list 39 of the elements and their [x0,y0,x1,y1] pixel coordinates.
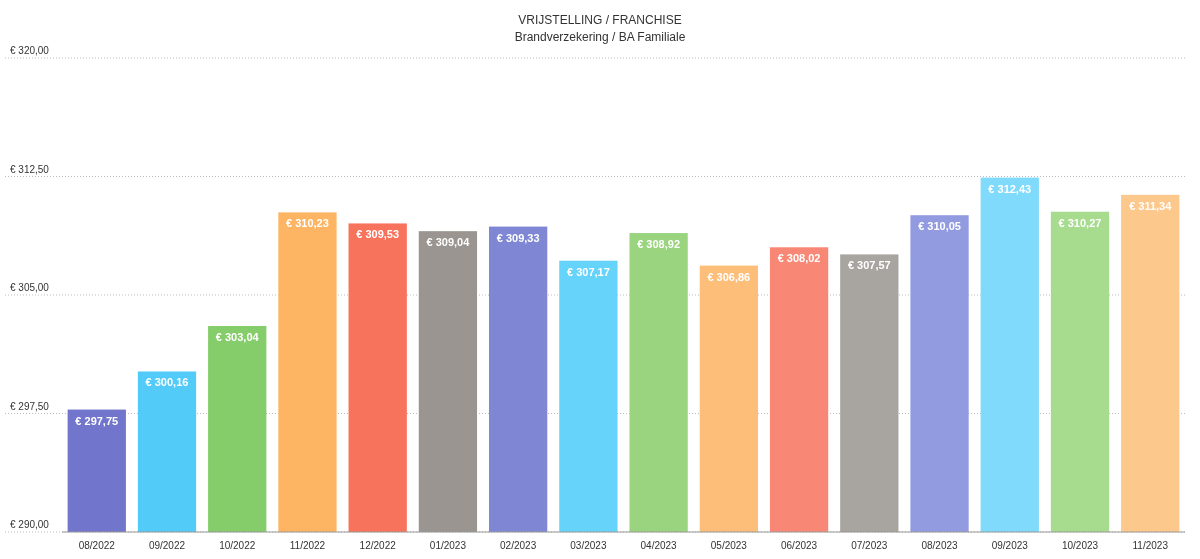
data-label: € 300,16 [145,376,189,389]
x-tick-label: 12/2022 [359,540,397,551]
y-tick-label: € 290,00 [10,519,50,530]
y-tick-label: € 312,50 [10,163,50,175]
data-label: € 306,86 [707,270,751,283]
data-label: € 309,04 [426,236,471,249]
x-tick-label: 01/2023 [429,540,467,551]
x-tick-label: 02/2023 [500,540,537,551]
data-label: € 308,92 [637,238,681,251]
data-label: € 303,04 [215,330,260,343]
data-label: € 308,02 [777,252,821,265]
x-tick-label: 11/2023 [1132,540,1169,551]
x-tick-label: 09/2022 [148,540,186,551]
y-tick-label: € 305,00 [10,282,50,293]
data-label: € 297,75 [75,414,119,427]
x-tick-label: 04/2023 [640,540,678,551]
x-tick-label: 08/2022 [78,540,116,551]
data-label: € 307,17 [566,265,610,278]
x-tick-label: 09/2023 [991,540,1029,551]
x-tick-label: 10/2022 [219,540,256,551]
data-label: € 311,34 [1129,199,1173,212]
x-tick-label: 06/2023 [781,540,818,551]
y-tick-label: € 297,50 [10,400,50,412]
data-label: € 310,23 [286,217,329,230]
x-tick-label: 07/2023 [851,540,888,551]
data-label: € 310,27 [1058,216,1102,229]
data-label: € 312,43 [988,182,1032,195]
x-tick-label: 05/2023 [710,540,748,551]
x-tick-label: 10/2023 [1061,540,1099,551]
data-label: € 309,53 [356,228,400,241]
x-tick-label: 11/2022 [289,540,326,551]
x-tick-label: 03/2023 [570,540,607,551]
data-label: € 309,33 [496,231,540,244]
x-tick-label: 08/2023 [921,540,959,551]
y-tick-label: € 320,00 [10,45,50,56]
chart-subtitle: Brandverzekering / BA Familiale [514,30,686,44]
chart-title: VRIJSTELLING / FRANCHISE [518,13,682,27]
data-label: € 310,05 [918,220,961,233]
data-label: € 307,57 [847,259,891,272]
